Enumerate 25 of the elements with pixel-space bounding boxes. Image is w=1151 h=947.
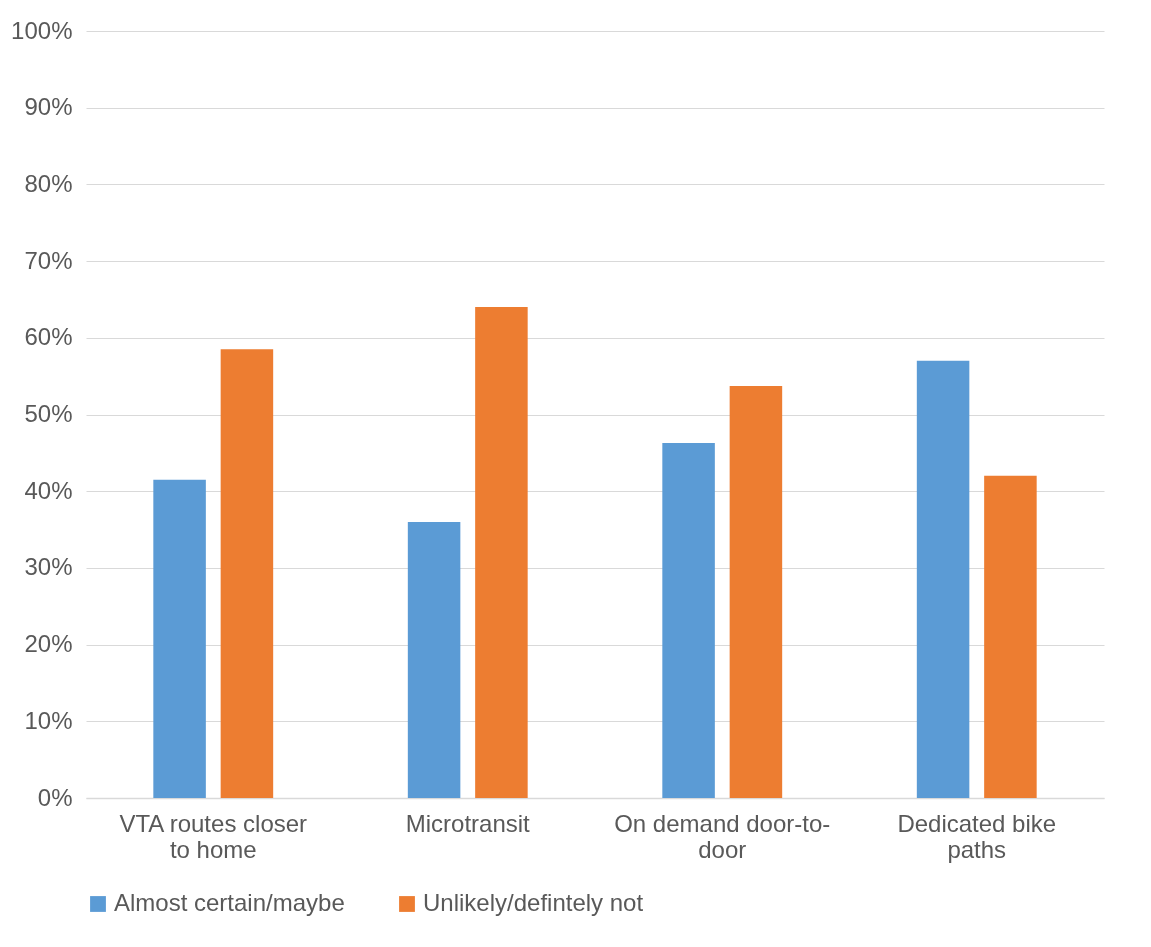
bar [662,442,715,798]
x-tick-label: VTA routes closer to home [119,809,308,863]
y-tick-label: 10% [24,706,73,734]
legend-label: Unlikely/defintely not [423,889,644,916]
y-tick-label: 50% [24,400,73,427]
legend-label: Almost certain/maybe [114,889,345,916]
y-tick-label: 80% [24,169,73,197]
x-tick-label: On demand door-to-door [614,809,831,863]
bar [407,521,461,798]
bar [984,475,1037,798]
bar [916,360,970,798]
y-tick-label: 0% [37,783,73,811]
bar [729,386,783,798]
y-tick-label: 60% [24,323,73,351]
y-tick-label: 20% [24,630,73,658]
y-tick-label: 70% [24,246,73,274]
bar [153,479,206,798]
bar [475,307,528,798]
x-tick-label: Dedicated bike paths [897,809,1057,863]
x-tick-label: Microtransit [405,809,531,837]
y-tick-label: 30% [24,553,73,581]
y-tick-label: 40% [24,476,73,504]
bar [220,349,274,798]
y-tick-label: 100% [11,16,73,44]
y-tick-label: 90% [24,93,73,121]
